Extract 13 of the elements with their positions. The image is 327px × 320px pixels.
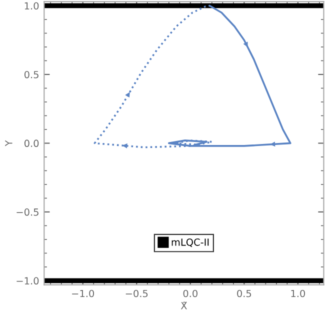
legend-label: mLQC-II	[172, 238, 209, 247]
x-tick-label: −1.0	[72, 290, 94, 298]
y-axis-title: Y	[5, 140, 12, 146]
x-tick-label: 0.5	[237, 290, 252, 298]
y-tick-label: 1.0	[24, 2, 39, 10]
x-tick-label: 1.0	[291, 290, 306, 298]
y-tick-label: 0.5	[24, 70, 38, 78]
x-axis-title: X̃	[180, 302, 187, 310]
y-tick-label: 0.0	[24, 140, 39, 148]
y-tick-label: −0.5	[16, 208, 38, 216]
x-tick-label: 0.0	[183, 290, 198, 298]
y-tick-label: −1.0	[16, 277, 39, 285]
x-tick-label: −0.5	[126, 290, 148, 298]
